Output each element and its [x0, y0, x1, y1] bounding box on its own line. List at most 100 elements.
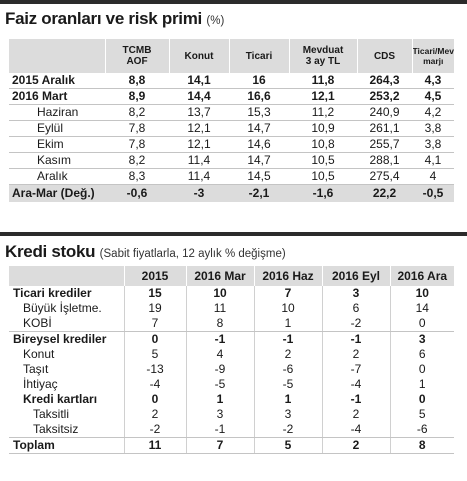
cell: -5 [185, 377, 254, 392]
table-row: Kasım 8,2 11,4 14,7 10,5 288,1 4,1 [9, 152, 454, 169]
cell: 10,5 [289, 168, 357, 185]
table-row: Ekim 7,8 12,1 14,6 10,8 255,7 3,8 [9, 136, 454, 153]
cell: 5 [389, 407, 454, 422]
table-row: Aralık 8,3 11,4 14,5 10,5 275,4 4 [9, 168, 454, 185]
col-header-tcmb-aof: TCMB AOF [104, 39, 169, 73]
header-blank [9, 39, 105, 73]
cell: 6 [321, 301, 390, 316]
table-row: 2016 Mart 8,9 14,4 16,6 12,1 253,2 4,5 [9, 88, 454, 105]
cell: 7,8 [105, 136, 169, 153]
cell: -2 [321, 316, 390, 332]
cell: -2 [253, 422, 322, 438]
row-label: Taksitli [33, 407, 70, 421]
section1-top-rule [0, 0, 467, 4]
cell: 12,1 [289, 88, 357, 105]
cell: -0,6 [105, 184, 169, 202]
cell: -13 [123, 362, 186, 377]
row-label: 2015 Aralık [9, 73, 105, 89]
cell: 11,4 [169, 168, 229, 185]
row-label: 2016 Mart [9, 88, 105, 105]
cell: 2 [321, 347, 390, 362]
cell: 255,7 [357, 136, 412, 153]
cell: 3,8 [412, 136, 454, 153]
header-blank [9, 266, 124, 286]
cell: 7 [185, 437, 254, 454]
interest-rates-table: TCMB AOF Konut Ticari Mevduat 3 ay TL CDS … [9, 39, 454, 202]
row-label: Haziran [9, 104, 105, 121]
col-header-2016-haz: 2016 Haz [253, 266, 322, 286]
cell: -4 [321, 422, 390, 438]
cell: -9 [185, 362, 254, 377]
row-label: Ekim [9, 136, 105, 153]
cell: -1 [321, 331, 390, 347]
cell: -3 [169, 184, 229, 202]
section1-subtitle: (%) [206, 15, 225, 27]
cell: 8,3 [105, 168, 169, 185]
cell: 8,2 [105, 104, 169, 121]
table-row: İhtiyaç -4 -5 -5 -4 1 [9, 377, 454, 392]
row-label: Kasım [9, 152, 105, 169]
cell: -0,5 [412, 184, 454, 202]
cell: 14,4 [169, 88, 229, 105]
cell: 2 [253, 347, 322, 362]
cell: 8,9 [105, 88, 169, 105]
table-row: KOBİ 7 8 1 -2 0 [9, 316, 454, 332]
cell: -1 [185, 422, 254, 438]
cell: -1,6 [289, 184, 357, 202]
table-row: Büyük İşletme. 19 11 10 6 14 [9, 301, 454, 316]
cell: 10 [389, 286, 454, 301]
table-row: Ticari krediler 15 10 7 3 10 [9, 286, 454, 301]
table-row-change: Ara-Mar (Değ.) -0,6 -3 -2,1 -1,6 22,2 -0… [9, 184, 454, 202]
cell: 15,3 [229, 104, 289, 121]
col-header-marj: Ticari/Mevduatmarjı [411, 39, 454, 73]
cell: 3,8 [412, 120, 454, 137]
cell: 288,1 [357, 152, 412, 169]
cell: 7 [253, 286, 322, 301]
cell: -4 [123, 377, 186, 392]
cell: 2 [321, 407, 390, 422]
table-header-row: TCMB AOF Konut Ticari Mevduat 3 ay TL CDS … [9, 39, 454, 73]
cell: 5 [253, 437, 322, 454]
row-label: Taksitsiz [9, 422, 124, 438]
cell: 10,9 [289, 120, 357, 137]
cell: 7,8 [105, 120, 169, 137]
cell: 4 [185, 347, 254, 362]
cell: 4 [412, 168, 454, 185]
cell: 12,1 [169, 136, 229, 153]
cell: 8,8 [105, 73, 169, 89]
cell: -2,1 [229, 184, 289, 202]
credit-stock-table: 2015 2016 Mar 2016 Haz 2016 Eyl 2016 Ara… [9, 266, 454, 454]
cell: -2 [123, 422, 186, 438]
cell: -6 [389, 422, 454, 438]
cell: -1 [321, 392, 390, 407]
cell: 11 [123, 437, 186, 454]
cell: 8 [185, 316, 254, 332]
col-header-2016-ara: 2016 Ara [389, 266, 454, 286]
cell: -1 [253, 331, 322, 347]
table-row: Eylül 7,8 12,1 14,7 10,9 261,1 3,8 [9, 120, 454, 137]
row-label: Konut [23, 347, 55, 361]
cell: 11 [185, 301, 254, 316]
row-label: Toplam [9, 437, 124, 454]
cell: 0 [389, 392, 454, 407]
cell: 264,3 [357, 73, 412, 89]
col-header-mevduat: Mevduat 3 ay TL [288, 39, 357, 73]
cell: 1 [253, 316, 322, 332]
section2-subtitle: (Sabit fiyatlarla, 12 aylık % değişme) [99, 248, 286, 260]
cell: 275,4 [357, 168, 412, 185]
cell: 0 [123, 392, 186, 407]
cell: 2 [123, 407, 186, 422]
section1-heading: Faiz oranları ve risk primi (%) [5, 9, 224, 29]
row-label: Taşıt [23, 362, 49, 376]
cell: 22,2 [357, 184, 412, 202]
row-label: Büyük İşletme. [23, 301, 102, 315]
row-label: Kredi kartları [23, 392, 98, 406]
cell: 3 [185, 407, 254, 422]
cell: 10 [253, 301, 322, 316]
row-label: Ticari krediler [13, 286, 92, 300]
table-row: Bireysel krediler 0 -1 -1 -1 3 [9, 331, 454, 347]
cell: 15 [123, 286, 186, 301]
cell: 0 [123, 331, 186, 347]
section1-title: Faiz oranları ve risk primi [5, 9, 202, 28]
cell: 3 [253, 407, 322, 422]
